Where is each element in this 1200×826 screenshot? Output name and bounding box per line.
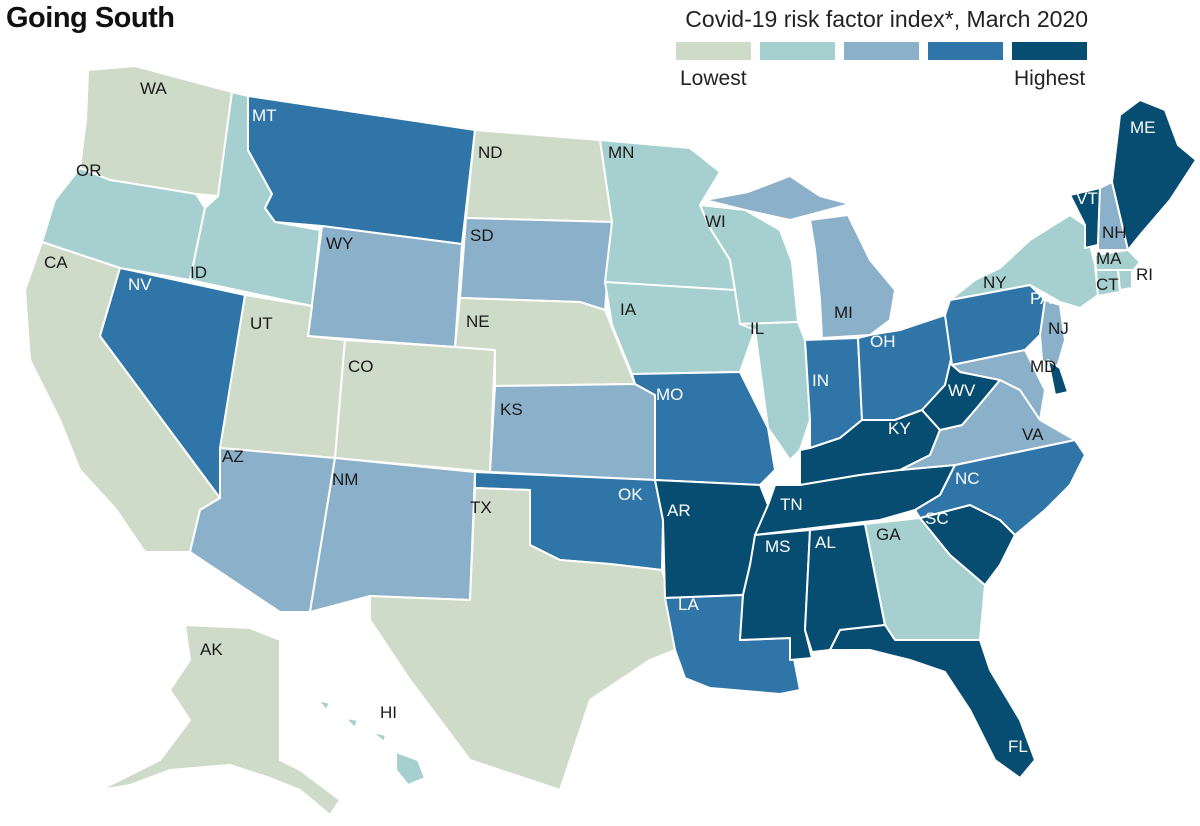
legend-swatch-1 <box>676 42 751 60</box>
state-MT <box>247 95 476 245</box>
state-DE <box>1047 359 1069 396</box>
state-label-AZ: AZ <box>222 447 244 466</box>
state-label-OH: OH <box>870 332 896 351</box>
state-label-LA: LA <box>678 595 699 614</box>
state-RI <box>1117 269 1133 291</box>
state-label-UT: UT <box>250 314 273 333</box>
state-label-CA: CA <box>44 253 68 272</box>
state-FL <box>829 624 1036 779</box>
state-label-IA: IA <box>620 300 637 319</box>
state-label-NH: NH <box>1102 223 1127 242</box>
state-NH <box>1097 181 1129 251</box>
state-label-AK: AK <box>200 640 223 659</box>
state-label-RI: RI <box>1136 265 1153 284</box>
state-NC <box>914 439 1086 536</box>
state-label-WA: WA <box>140 79 167 98</box>
state-TX <box>369 487 676 791</box>
state-label-MT: MT <box>252 106 277 125</box>
state-label-ND: ND <box>478 143 503 162</box>
state-label-DE: DE <box>1063 361 1087 380</box>
state-label-VT: VT <box>1076 189 1098 208</box>
state-label-WI: WI <box>705 212 726 231</box>
state-label-SD: SD <box>470 226 494 245</box>
state-label-CO: CO <box>348 357 374 376</box>
state-CT <box>1095 269 1121 297</box>
state-label-KS: KS <box>500 400 523 419</box>
state-label-WY: WY <box>326 234 353 253</box>
legend-title: Covid-19 risk factor index*, March 2020 <box>685 6 1088 33</box>
state-ME <box>1111 99 1197 251</box>
state-label-OK: OK <box>618 485 643 504</box>
chart-title: Going South <box>6 2 175 34</box>
state-IA <box>604 281 756 375</box>
state-label-AL: AL <box>815 533 836 552</box>
state-label-ME: ME <box>1130 118 1156 137</box>
state-MD <box>951 349 1046 421</box>
state-label-IL: IL <box>750 319 764 338</box>
state-label-ID: ID <box>190 263 207 282</box>
legend-swatch-5 <box>1012 42 1087 60</box>
state-label-MD: MD <box>1030 357 1056 376</box>
legend-swatch-3 <box>844 42 919 60</box>
legend-swatch-2 <box>760 42 835 60</box>
state-label-OR: OR <box>76 161 102 180</box>
state-label-SC: SC <box>925 509 949 528</box>
state-label-HI: HI <box>380 703 397 722</box>
state-label-TX: TX <box>470 498 492 517</box>
state-label-IN: IN <box>812 371 829 390</box>
state-label-PA: PA <box>1030 289 1052 308</box>
state-label-CT: CT <box>1096 275 1119 294</box>
state-label-MO: MO <box>656 385 683 404</box>
state-label-KY: KY <box>888 419 911 438</box>
state-MI <box>704 175 896 339</box>
state-label-NC: NC <box>955 469 980 488</box>
legend-swatch-4 <box>928 42 1003 60</box>
state-label-NM: NM <box>332 470 358 489</box>
state-label-VA: VA <box>1022 425 1044 444</box>
state-KS <box>489 383 656 481</box>
legend-title-sub: March 2020 <box>960 6 1088 32</box>
state-NJ <box>1039 299 1066 376</box>
state-MA <box>1094 249 1141 273</box>
legend-title-main: Covid-19 risk factor index*, <box>685 6 961 32</box>
state-label-MN: MN <box>608 143 634 162</box>
state-label-FL: FL <box>1008 737 1028 756</box>
state-label-GA: GA <box>876 525 901 544</box>
state-HI <box>317 699 426 786</box>
legend-high-label: Highest <box>1014 67 1086 90</box>
state-VT <box>1069 187 1101 249</box>
state-label-AR: AR <box>667 501 691 520</box>
state-label-NV: NV <box>128 275 152 294</box>
state-label-TN: TN <box>780 495 803 514</box>
state-label-MI: MI <box>834 303 853 322</box>
state-CO <box>334 339 496 473</box>
state-label-NY: NY <box>983 273 1007 292</box>
legend-low-label: Lowest <box>680 67 747 90</box>
legend-color-scale <box>676 42 1087 60</box>
state-label-NE: NE <box>466 312 490 331</box>
state-label-NJ: NJ <box>1048 319 1069 338</box>
state-AK <box>99 624 341 816</box>
state-label-WV: WV <box>948 381 976 400</box>
state-label-MS: MS <box>765 537 791 556</box>
state-label-MA: MA <box>1096 249 1122 268</box>
